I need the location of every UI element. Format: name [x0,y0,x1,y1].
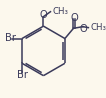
Text: O: O [70,13,78,23]
Text: O: O [80,24,87,34]
Text: CH₃: CH₃ [90,23,106,32]
Text: CH₃: CH₃ [53,7,69,16]
Text: O: O [40,10,47,20]
Text: Br: Br [5,33,16,43]
Text: Br: Br [17,69,28,79]
